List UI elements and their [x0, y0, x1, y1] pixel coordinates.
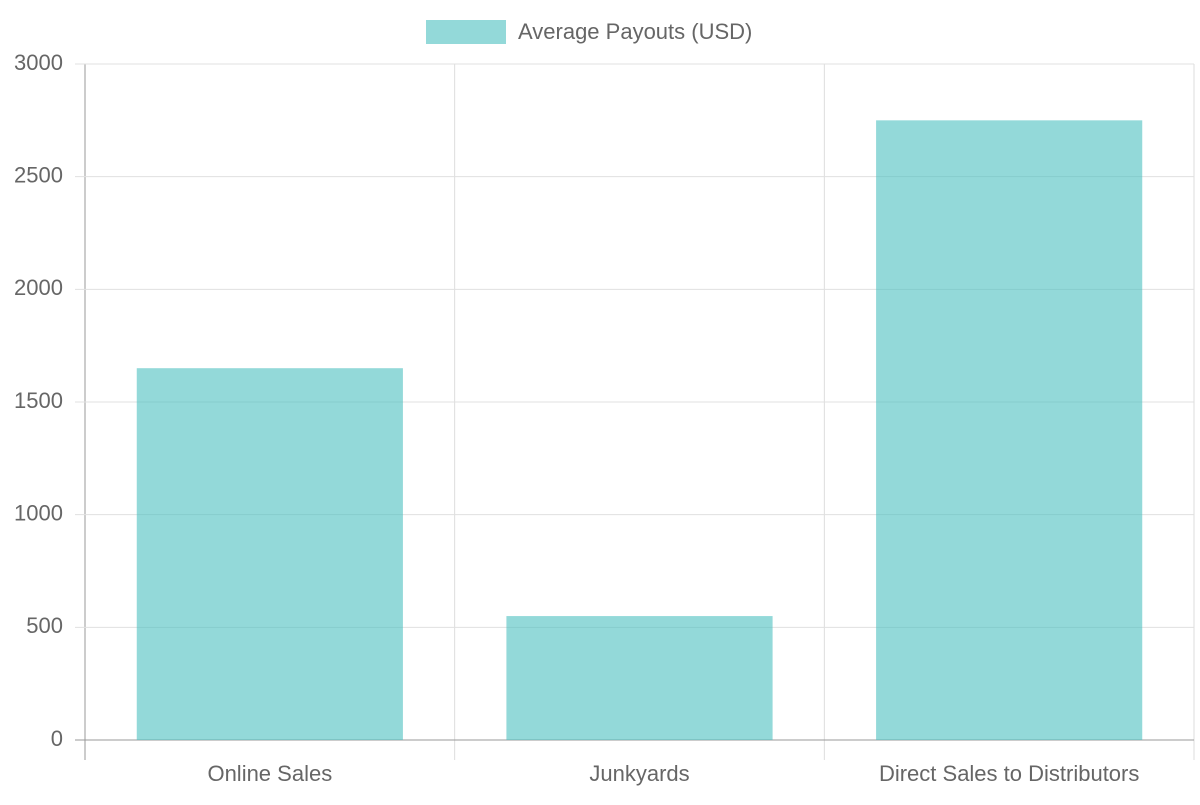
x-tick-label: Direct Sales to Distributors — [879, 761, 1139, 786]
y-tick-label: 2000 — [14, 275, 63, 300]
bar — [876, 120, 1143, 741]
y-tick-label: 2500 — [14, 162, 63, 187]
legend-label: Average Payouts (USD) — [518, 19, 752, 44]
y-tick-label: 1000 — [14, 500, 63, 525]
x-tick-label: Junkyards — [589, 761, 689, 786]
bar — [506, 616, 773, 740]
y-tick-label: 1500 — [14, 388, 63, 413]
y-tick-label: 0 — [51, 726, 63, 751]
bar — [136, 368, 403, 740]
y-tick-label: 500 — [26, 613, 63, 638]
y-tick-label: 3000 — [14, 50, 63, 75]
legend-swatch — [426, 20, 506, 44]
x-tick-label: Online Sales — [207, 761, 332, 786]
